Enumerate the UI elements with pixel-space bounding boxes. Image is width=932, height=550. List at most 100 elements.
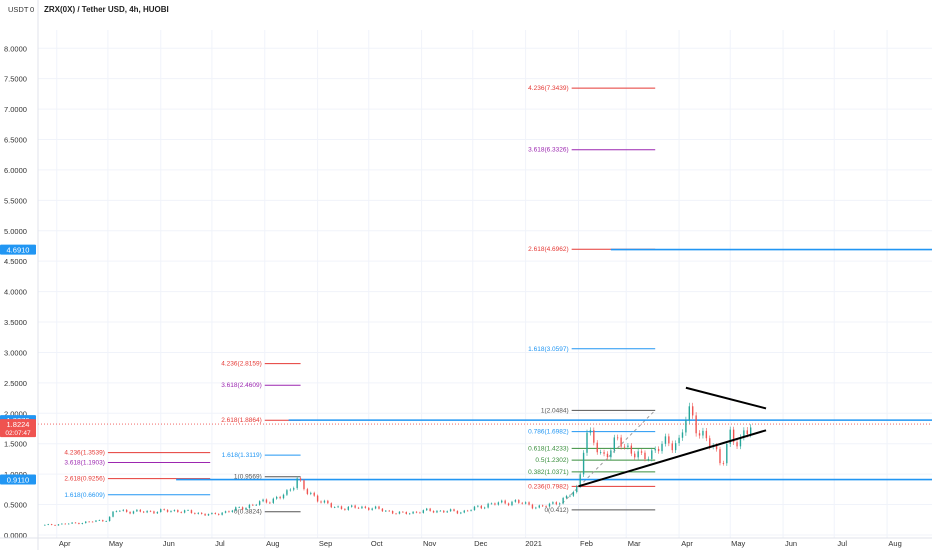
candle-body <box>368 507 370 510</box>
y-tick-label: 7.5000 <box>4 75 27 84</box>
candle-body <box>507 503 510 506</box>
fib-level-label: 0.382(1.0371) <box>528 469 568 476</box>
candle-body <box>524 502 527 504</box>
candle-body <box>466 510 469 512</box>
candle-body <box>422 510 425 513</box>
candle-body <box>473 506 476 511</box>
candle-body <box>480 505 482 509</box>
candle-body <box>432 510 435 513</box>
candle-body <box>255 504 257 506</box>
candle-body <box>402 511 404 513</box>
candle-body <box>685 420 687 433</box>
candle-body <box>695 415 697 434</box>
candle-body <box>419 512 421 514</box>
candle-body <box>535 507 537 509</box>
candle-body <box>156 512 159 514</box>
candle-body <box>327 500 329 504</box>
candle-body <box>620 437 622 447</box>
candle-body <box>296 478 298 489</box>
candle-body <box>385 510 387 512</box>
x-tick-label: 2021 <box>525 539 542 548</box>
grid-lines <box>38 30 932 538</box>
fib-level-label: 3.618(2.4609) <box>221 382 261 389</box>
x-tick-label: Nov <box>423 539 437 548</box>
candle-body <box>449 509 452 512</box>
candle-body <box>316 495 319 502</box>
candle-body <box>531 504 534 509</box>
candle-body <box>545 506 547 507</box>
candle-body <box>613 437 615 451</box>
candle-body <box>139 509 141 512</box>
candle-body <box>333 507 336 508</box>
candle-body <box>320 501 322 503</box>
candle-body <box>398 511 401 514</box>
candle-body <box>579 474 581 487</box>
candle-body <box>460 512 462 514</box>
candle-body <box>143 511 145 513</box>
fib-level-label: 1(0.9569) <box>234 474 262 481</box>
candle-body <box>736 442 738 447</box>
candle-body <box>436 510 438 513</box>
x-tick-label: Mar <box>628 539 641 548</box>
y-tick-label: 8.0000 <box>4 44 27 53</box>
candle-body <box>241 507 244 510</box>
candle-body <box>572 492 575 496</box>
candle-body <box>194 513 196 514</box>
price-badge-label: 1.8224 <box>7 420 30 429</box>
candle-body <box>521 502 523 504</box>
candle-body <box>183 510 186 513</box>
candle-body <box>330 503 332 508</box>
x-tick-label: Sep <box>319 539 332 548</box>
x-tick-label: Dec <box>474 539 488 548</box>
candle-body <box>340 506 343 509</box>
candle-body <box>429 508 431 511</box>
x-tick-label: Aug <box>266 539 279 548</box>
candle-body <box>698 433 701 436</box>
price-badge <box>0 474 36 485</box>
candle-body <box>477 505 479 507</box>
price-axis[interactable]: 0.00000.50001.00001.50002.00002.50003.00… <box>4 0 39 550</box>
candle-body <box>88 521 90 523</box>
candle-body <box>61 523 63 525</box>
candle-body <box>487 503 489 508</box>
fib-level-label: 2.618(1.8864) <box>221 417 261 424</box>
x-tick-label: Jul <box>837 539 847 548</box>
candle-body <box>599 452 602 454</box>
candle-body <box>514 500 517 502</box>
candle-body <box>657 448 660 452</box>
candle-body <box>541 505 544 507</box>
price-badge <box>0 244 36 255</box>
candle-body <box>67 523 70 525</box>
y-tick-label: 0.0000 <box>4 531 27 540</box>
candles <box>44 402 752 526</box>
candle-body <box>610 450 612 458</box>
candle-body <box>136 509 138 512</box>
fib-level-label: 0.5(1.2302) <box>535 457 568 464</box>
fib-anchor-dashed <box>557 409 656 508</box>
candle-body <box>351 505 353 507</box>
time-axis[interactable]: Apr May Jun Jul Aug Sep Oct Nov Dec 2021 Feb Mar Apr… <box>0 537 932 548</box>
candle-body <box>749 427 752 435</box>
candle-body <box>78 522 80 524</box>
candle-body <box>64 523 66 525</box>
y-tick-label: 6.0000 <box>4 166 27 175</box>
candle-body <box>603 452 605 454</box>
x-tick-label: May <box>109 539 123 548</box>
candle-body <box>443 510 445 513</box>
candle-body <box>228 511 230 513</box>
candle-body <box>235 507 237 511</box>
candle-body <box>160 509 162 513</box>
candle-body <box>681 432 684 438</box>
candle-body <box>606 453 609 458</box>
axis-currency-label: USDT <box>8 5 29 14</box>
candle-body <box>252 504 254 506</box>
candle-body <box>548 503 551 507</box>
candle-body <box>85 521 87 524</box>
candle-body <box>528 502 530 505</box>
candle-body <box>74 522 77 524</box>
candle-body <box>190 510 193 514</box>
candle-body <box>688 406 691 421</box>
candle-body <box>153 511 155 514</box>
